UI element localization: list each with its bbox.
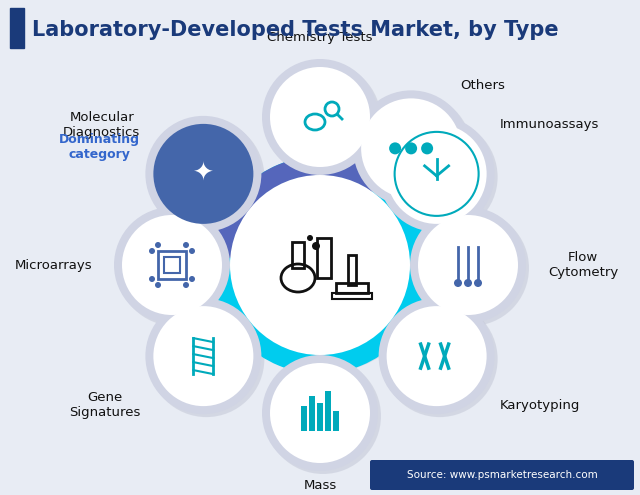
Circle shape	[262, 355, 378, 471]
Circle shape	[315, 322, 325, 332]
Bar	[292, 242, 304, 268]
Text: Others: Others	[460, 79, 505, 92]
Circle shape	[266, 298, 276, 308]
Text: Immunoassays: Immunoassays	[500, 118, 599, 131]
Circle shape	[421, 143, 433, 154]
Circle shape	[315, 198, 325, 208]
Circle shape	[266, 222, 276, 232]
Circle shape	[270, 363, 370, 463]
Wedge shape	[212, 157, 428, 373]
Circle shape	[149, 276, 155, 282]
Text: Flow
Cytometry: Flow Cytometry	[548, 251, 618, 279]
Text: Karyotyping: Karyotyping	[500, 399, 580, 412]
Circle shape	[464, 279, 472, 287]
Circle shape	[387, 316, 397, 327]
Circle shape	[454, 279, 462, 287]
Circle shape	[183, 242, 189, 248]
Bar	[10, 8, 24, 48]
Bar	[158, 251, 186, 279]
Circle shape	[312, 242, 320, 250]
Circle shape	[230, 175, 410, 355]
Circle shape	[371, 188, 381, 198]
Text: Dominating
category: Dominating category	[60, 133, 140, 161]
Circle shape	[114, 207, 230, 323]
Circle shape	[243, 203, 253, 213]
Circle shape	[155, 242, 161, 248]
Circle shape	[364, 222, 374, 232]
Bar	[336, 283, 368, 293]
Circle shape	[220, 165, 428, 373]
Circle shape	[122, 215, 222, 315]
Circle shape	[270, 67, 370, 167]
Bar	[301, 406, 307, 431]
Circle shape	[145, 298, 261, 414]
Circle shape	[353, 91, 469, 206]
Bar	[164, 257, 180, 273]
Text: Source: www.psmarketresearch.com: Source: www.psmarketresearch.com	[406, 470, 597, 480]
Circle shape	[410, 207, 526, 323]
Circle shape	[405, 143, 417, 154]
Circle shape	[253, 260, 263, 270]
Circle shape	[387, 124, 486, 224]
Bar	[332, 293, 372, 299]
Circle shape	[381, 301, 498, 417]
Circle shape	[189, 248, 195, 254]
Circle shape	[265, 358, 381, 474]
Text: Microarrays: Microarrays	[14, 258, 92, 271]
Circle shape	[379, 298, 495, 414]
Text: Chemistry Tests: Chemistry Tests	[268, 31, 372, 44]
Circle shape	[387, 306, 486, 406]
Circle shape	[353, 211, 364, 221]
Circle shape	[117, 210, 233, 326]
Circle shape	[243, 316, 253, 327]
Text: Mass
Spectroscopy: Mass Spectroscopy	[275, 479, 365, 495]
Circle shape	[148, 119, 264, 235]
Text: Molecular
Diagnostics: Molecular Diagnostics	[63, 110, 140, 139]
Circle shape	[262, 59, 378, 175]
Text: ✦: ✦	[193, 162, 214, 186]
Circle shape	[407, 260, 417, 270]
Bar	[309, 396, 315, 431]
Bar	[317, 403, 323, 431]
Circle shape	[418, 215, 518, 315]
Circle shape	[315, 168, 325, 178]
Circle shape	[223, 260, 233, 270]
Circle shape	[149, 248, 155, 254]
Circle shape	[364, 298, 374, 308]
Bar	[348, 255, 356, 285]
FancyBboxPatch shape	[370, 460, 634, 490]
Bar	[333, 411, 339, 431]
Circle shape	[145, 116, 261, 232]
Bar	[325, 391, 331, 431]
Circle shape	[413, 210, 529, 326]
Circle shape	[189, 276, 195, 282]
Circle shape	[154, 306, 253, 406]
Circle shape	[148, 301, 264, 417]
Circle shape	[315, 352, 325, 362]
Circle shape	[154, 124, 253, 224]
Circle shape	[387, 203, 397, 213]
Circle shape	[265, 62, 381, 178]
Circle shape	[474, 279, 482, 287]
Circle shape	[381, 119, 498, 235]
Bar	[317, 238, 331, 278]
Circle shape	[307, 235, 313, 241]
Circle shape	[155, 282, 161, 288]
Circle shape	[379, 116, 495, 232]
Circle shape	[356, 94, 472, 209]
Circle shape	[377, 260, 387, 270]
Text: Gene
Signatures: Gene Signatures	[69, 392, 140, 419]
Circle shape	[389, 143, 401, 154]
Text: Laboratory-Developed Tests Market, by Type: Laboratory-Developed Tests Market, by Ty…	[32, 20, 559, 40]
Wedge shape	[212, 157, 382, 257]
Circle shape	[183, 282, 189, 288]
Circle shape	[361, 99, 461, 198]
